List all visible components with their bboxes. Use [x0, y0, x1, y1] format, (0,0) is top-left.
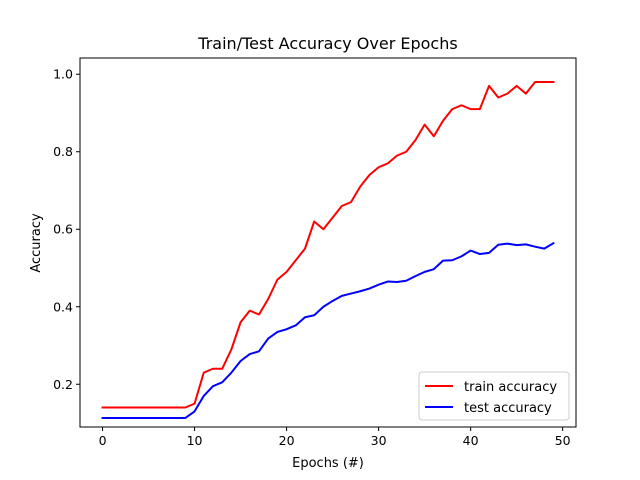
y-tick-label: 0.6 — [53, 222, 73, 237]
legend: train accuracy test accuracy — [418, 371, 570, 421]
plot-frame — [79, 57, 577, 428]
x-axis: 0 10 20 30 40 50 — [99, 427, 571, 448]
legend-label-test: test accuracy — [464, 401, 552, 416]
chart-title: Train/Test Accuracy Over Epochs — [197, 34, 457, 53]
y-tick-label: 0.4 — [53, 299, 73, 314]
legend-label-train: train accuracy — [464, 380, 557, 395]
x-tick-label: 20 — [279, 433, 295, 448]
x-tick-label: 30 — [371, 433, 387, 448]
x-tick-label: 10 — [187, 433, 203, 448]
y-tick-label: 1.0 — [53, 67, 73, 82]
x-tick-label: 40 — [463, 433, 479, 448]
y-tick-label: 0.2 — [53, 377, 73, 392]
x-tick-label: 50 — [555, 433, 571, 448]
train-accuracy-line — [101, 80, 555, 409]
y-axis-label: Accuracy — [29, 213, 44, 273]
y-axis: 0.2 0.4 0.6 0.8 1.0 — [53, 67, 80, 392]
x-axis-label: Epochs (#) — [292, 456, 364, 471]
legend-box — [418, 371, 570, 421]
plot-area — [101, 80, 555, 419]
x-tick-label: 0 — [99, 433, 107, 448]
test-accuracy-line — [101, 241, 555, 419]
y-tick-label: 0.8 — [53, 144, 73, 159]
